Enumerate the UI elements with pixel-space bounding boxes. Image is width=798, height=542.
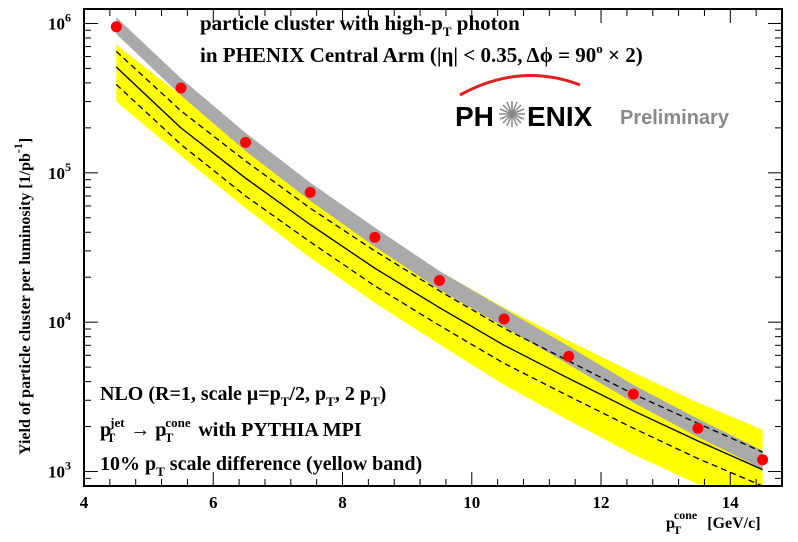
x-tick-label: 14 (722, 493, 740, 512)
ticks-layer (83, 9, 783, 487)
nlo-dashed-line (115, 84, 763, 487)
bands-layer (116, 17, 763, 487)
nlo-line-1: NLO (R=1, scale μ=pT/2, pT, 2 pT) (100, 383, 386, 409)
data-point (627, 388, 639, 400)
preliminary-label: Preliminary (620, 107, 730, 129)
nlo-line-3: 10% pT scale difference (yellow band) (100, 453, 422, 479)
data-point (369, 231, 381, 243)
y-axis-label: Yield of particle cluster per luminosity… (11, 138, 34, 455)
x-tick-label: 12 (593, 493, 610, 512)
x-tick-label: 8 (338, 493, 347, 512)
data-point (304, 186, 316, 198)
phenix-swoosh-icon (459, 74, 581, 97)
y-tick-label: 104 (48, 309, 71, 332)
data-point (757, 454, 769, 466)
y-tick-label: 103 (48, 459, 71, 482)
data-point (240, 136, 252, 148)
phenix-star-icon (499, 101, 525, 127)
nlo-dashed-line (115, 50, 763, 453)
title-line-1: particle cluster with high-pT photon (200, 11, 520, 39)
points-layer (110, 21, 769, 466)
data-point (110, 21, 122, 33)
y-tick-label: 106 (48, 10, 71, 33)
data-point (498, 313, 510, 325)
logo-text-right: ENIX (527, 101, 593, 132)
x-tick-label: 10 (463, 493, 480, 512)
x-tick-label: 6 (209, 493, 218, 512)
nlo-line-2: pjet T → pcone T with PYTHIA MPI (100, 415, 362, 445)
plot-frame (83, 8, 783, 487)
title-line-2: in PHENIX Central Arm (|η| < 0.35, Δϕ = … (200, 41, 643, 67)
data-point (175, 82, 187, 94)
y-tick-label: 105 (48, 160, 71, 183)
x-tick-label: 4 (80, 493, 89, 512)
nlo-central-line (115, 66, 763, 471)
lines-layer (115, 50, 763, 487)
logo-text-left: PH (455, 101, 494, 132)
data-point (692, 422, 704, 434)
data-point (563, 350, 575, 362)
phenix-logo: PH ENIX Preliminary (455, 74, 730, 132)
data-point (433, 275, 445, 287)
x-axis-label: pcone T [GeV/c] (666, 508, 761, 537)
